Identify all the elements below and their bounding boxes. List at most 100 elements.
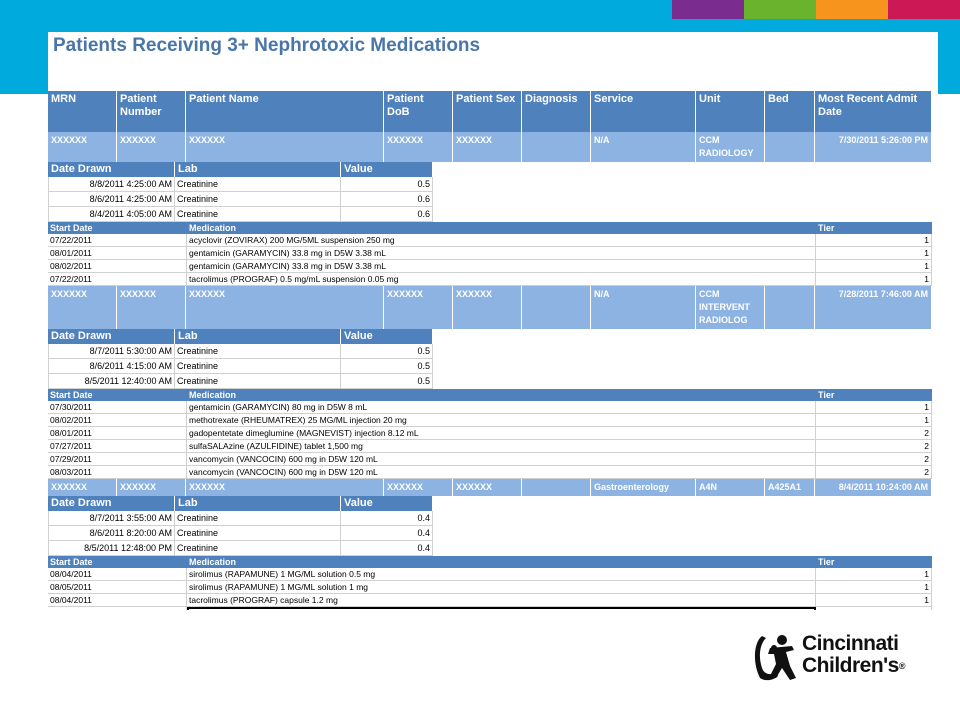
medication-start-date: 08/04/2011: [48, 594, 187, 606]
lab-name: Creatinine: [175, 192, 341, 206]
medication-table-header: Start Date Medication Tier: [48, 556, 932, 568]
medication-row[interactable]: 07/29/2011 vancomycin (VANCOCIN) 600 mg i…: [48, 453, 932, 466]
cell-patient-dob: XXXXXX: [384, 286, 453, 329]
medication-name: tacrolimus (PROGRAF) capsule 1.2 mg: [187, 594, 816, 606]
medication-start-date: 07/22/2011: [48, 234, 187, 246]
medication-row[interactable]: 07/27/2011 sulfaSALAzine (AZULFIDINE) tab…: [48, 440, 932, 453]
lab-column-header: Lab: [175, 162, 341, 177]
lab-row[interactable]: 8/7/2011 3:55:00 AM Creatinine 0.4: [48, 511, 433, 526]
lab-name: Creatinine: [175, 344, 341, 358]
medication-column-header: Medication: [189, 557, 237, 567]
cell-unit: A4N: [696, 479, 765, 496]
lab-date-drawn: 8/5/2011 12:40:00 AM: [48, 374, 175, 388]
lab-table-header: Date Drawn Lab Value: [48, 162, 433, 177]
lab-row[interactable]: 8/6/2011 4:15:00 AM Creatinine 0.5: [48, 359, 433, 374]
medication-start-date: 07/27/2011: [48, 440, 187, 452]
patient-row[interactable]: XXXXXX XXXXXX XXXXXX XXXXXX XXXXXX N/A CCM RAD…: [48, 132, 932, 162]
medication-name: methotrexate (RHEUMATREX) 25 MG/ML injec…: [187, 414, 816, 426]
lab-date-drawn: 8/6/2011 8:20:00 AM: [48, 526, 175, 540]
medication-start-date: 08/01/2011: [48, 247, 187, 259]
medication-column-header: Medication: [189, 223, 237, 233]
lab-name: Creatinine: [175, 374, 341, 388]
medication-tier: 1: [816, 607, 932, 610]
patient-row[interactable]: XXXXXX XXXXXX XXXXXX XXXXXX XXXXXX N/A CCM INT…: [48, 286, 932, 329]
medication-start-date: 08/05/2011: [48, 607, 187, 610]
medication-name: gadopentetate dimeglumine (MAGNEVIST) in…: [187, 427, 816, 439]
medication-table-header: Start Date Medication Tier: [48, 222, 932, 234]
medication-column-header: Start Date: [50, 223, 93, 233]
cell-patient-number: XXXXXX: [117, 286, 186, 329]
registered-mark: ®: [898, 661, 906, 671]
medication-row[interactable]: 08/01/2011 gentamicin (GARAMYCIN) 33.8 mg…: [48, 247, 932, 260]
lab-row[interactable]: 8/8/2011 4:25:00 AM Creatinine 0.5: [48, 177, 433, 192]
logo: [754, 635, 796, 681]
medication-row[interactable]: 07/22/2011 tacrolimus (PROGRAF) 0.5 mg/mL…: [48, 273, 932, 286]
lab-row[interactable]: 8/6/2011 4:25:00 AM Creatinine 0.6: [48, 192, 433, 207]
medication-row[interactable]: 07/30/2011 gentamicin (GARAMYCIN) 80 mg i…: [48, 401, 932, 414]
lab-row[interactable]: 8/7/2011 5:30:00 AM Creatinine 0.5: [48, 344, 433, 359]
medication-row[interactable]: 08/02/2011 gentamicin (GARAMYCIN) 33.8 mg…: [48, 260, 932, 273]
color-stripe: [816, 0, 888, 19]
logo-line-1: Cincinnati: [802, 632, 899, 655]
medication-name: acyclovir (ZOVIRAX) 200 MG/5ML suspensio…: [187, 234, 816, 246]
patient-row[interactable]: XXXXXX XXXXXX XXXXXX XXXXXX XXXXXX Gastroente…: [48, 479, 932, 496]
medication-name: vancomycin (VANCOCIN) 600 mg in D5W 120 …: [187, 453, 816, 465]
lab-value: 0.6: [341, 192, 433, 206]
lab-value: 0.5: [341, 359, 433, 373]
cell-patient-number: XXXXXX: [117, 132, 186, 162]
cell-admit-date: 7/30/2011 5:26:00 PM: [815, 132, 932, 162]
lab-column-header: Date Drawn: [48, 496, 175, 511]
lab-column-header: Value: [341, 162, 433, 177]
medication-tier: 1: [816, 594, 932, 606]
color-stripe: [672, 0, 744, 19]
lab-row[interactable]: 8/6/2011 8:20:00 AM Creatinine 0.4: [48, 526, 433, 541]
lab-row[interactable]: 8/5/2011 12:40:00 AM Creatinine 0.5: [48, 374, 433, 389]
column-header-unit: Unit: [696, 91, 765, 132]
cell-diagnosis: [522, 132, 591, 162]
column-header-bed: Bed: [765, 91, 815, 132]
medication-row[interactable]: 08/01/2011 gadopentetate dimeglumine (MAG…: [48, 427, 932, 440]
lab-date-drawn: 8/7/2011 3:55:00 AM: [48, 511, 175, 525]
lab-table-header: Date Drawn Lab Value: [48, 329, 433, 344]
cell-patient-number: XXXXXX: [117, 479, 186, 496]
medication-start-date: 07/30/2011: [48, 401, 187, 413]
medication-name: sirolimus (RAPAMUNE) 1 MG/ML solution 1 …: [187, 581, 816, 593]
table-header: MRN Patient Number Patient Name Patient DoB…: [48, 91, 932, 132]
lab-column-header: Value: [341, 329, 433, 344]
medication-row[interactable]: 08/03/2011 vancomycin (VANCOCIN) 600 mg i…: [48, 466, 932, 479]
cell-patient-sex: XXXXXX: [453, 286, 522, 329]
medication-row[interactable]: 08/04/2011 tacrolimus (PROGRAF) capsule 1…: [48, 594, 932, 607]
medication-row[interactable]: 08/02/2011 methotrexate (RHEUMATREX) 25 M…: [48, 414, 932, 427]
cell-mrn: XXXXXX: [48, 286, 117, 329]
cell-bed: [765, 132, 815, 162]
medication-start-date: 08/05/2011: [48, 581, 187, 593]
logo-wordmark: Cincinnati Children's®: [802, 633, 905, 677]
cell-mrn: XXXXXX: [48, 479, 117, 496]
lab-row[interactable]: 8/5/2011 12:48:00 PM Creatinine 0.4: [48, 541, 433, 556]
medication-tier: 2: [816, 427, 932, 439]
lab-column-header: Date Drawn: [48, 162, 175, 177]
lab-value: 0.6: [341, 207, 433, 221]
medication-tier: 1: [816, 568, 932, 580]
cell-patient-sex: XXXXXX: [453, 479, 522, 496]
lab-row[interactable]: 8/4/2011 4:05:00 AM Creatinine 0.6: [48, 207, 433, 222]
lab-name: Creatinine: [175, 177, 341, 191]
medication-row[interactable]: 08/05/2011 sirolimus (RAPAMUNE) 1 MG/ML s…: [48, 581, 932, 594]
medication-start-date: 08/01/2011: [48, 427, 187, 439]
cell-patient-name: XXXXXX: [186, 479, 384, 496]
column-header-patient-name: Patient Name: [186, 91, 384, 132]
medication-name: tacrolimus (PROGRAF) 0.5 mg/mL suspensio…: [187, 273, 816, 285]
lab-column-header: Date Drawn: [48, 329, 175, 344]
lab-date-drawn: 8/6/2011 4:15:00 AM: [48, 359, 175, 373]
column-header-diagnosis: Diagnosis: [522, 91, 591, 132]
cell-patient-dob: XXXXXX: [384, 132, 453, 162]
medication-row[interactable]: 07/22/2011 acyclovir (ZOVIRAX) 200 MG/5ML…: [48, 234, 932, 247]
medication-start-date: 08/02/2011: [48, 260, 187, 272]
column-header-patient-number: Patient Number: [117, 91, 186, 132]
medication-tier: 2: [816, 453, 932, 465]
lab-value: 0.4: [341, 511, 433, 525]
lab-date-drawn: 8/5/2011 12:48:00 PM: [48, 541, 175, 555]
medication-row[interactable]: 08/04/2011 sirolimus (RAPAMUNE) 1 MG/ML s…: [48, 568, 932, 581]
cell-patient-sex: XXXXXX: [453, 132, 522, 162]
